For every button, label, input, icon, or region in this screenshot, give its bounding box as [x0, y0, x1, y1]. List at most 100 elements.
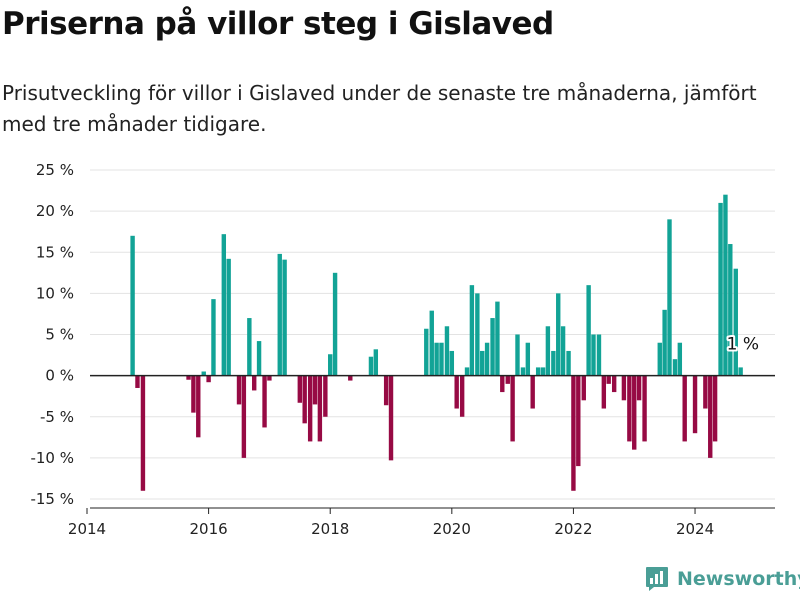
- bar: [500, 375, 505, 393]
- bar: [196, 375, 201, 438]
- x-tick-label: 2024: [676, 520, 714, 538]
- bar: [226, 258, 231, 376]
- bar: [621, 375, 627, 401]
- annotations: 1 %: [725, 332, 761, 356]
- bar: [525, 342, 531, 376]
- bar: [439, 342, 444, 376]
- newsworthy-logo-icon: [646, 567, 668, 591]
- x-tick-label: 2014: [68, 520, 106, 538]
- bar: [480, 350, 485, 376]
- bar: [586, 285, 591, 376]
- bar: [545, 326, 551, 376]
- bar: [733, 268, 738, 376]
- bar: [611, 375, 617, 393]
- y-tick-label: 25 %: [36, 161, 74, 179]
- last-value-label: 1 %: [727, 334, 759, 354]
- bar: [520, 367, 526, 376]
- bar: [718, 202, 723, 376]
- x-tick-label: 2022: [554, 520, 592, 538]
- bar: [262, 375, 267, 428]
- x-tick-label: 2018: [311, 520, 349, 538]
- bar: [424, 328, 429, 376]
- bar: [317, 375, 323, 442]
- bar: [221, 234, 227, 376]
- bar: [256, 341, 262, 376]
- bar: [332, 272, 338, 376]
- brand-name: Newsworthy: [677, 568, 800, 590]
- bar: [632, 375, 637, 450]
- y-tick-label: 15 %: [36, 243, 74, 261]
- bar: [708, 375, 713, 458]
- bar: [140, 375, 146, 491]
- bar: [469, 285, 475, 376]
- bar: [484, 342, 490, 376]
- bar: [383, 375, 389, 406]
- chart-subtitle: Prisutveckling för villor i Gislaved und…: [2, 81, 757, 136]
- bar: [723, 194, 728, 376]
- bar: [515, 334, 520, 376]
- bar: [505, 375, 510, 384]
- bar: [601, 375, 607, 409]
- brand-logo: Newsworthy: [645, 566, 800, 592]
- bar: [728, 244, 733, 376]
- bar: [667, 219, 672, 376]
- bar: [267, 375, 272, 381]
- bar: [591, 334, 596, 376]
- bar: [475, 293, 480, 376]
- bar: [323, 375, 328, 417]
- bar: [328, 354, 333, 376]
- bar: [464, 367, 470, 376]
- bars: [130, 194, 743, 491]
- y-axis-ticks: 25 % 20 % 15 % 10 % 5 % 0 % -5 % -10 % -15 %: [30, 161, 74, 508]
- bar: [388, 375, 394, 461]
- bar: [636, 375, 642, 401]
- bar: [191, 375, 196, 413]
- bar: [606, 375, 611, 384]
- x-tick-label: 2020: [433, 520, 471, 538]
- y-tick-label: -5 %: [40, 408, 74, 426]
- bar: [530, 375, 535, 409]
- bar: [556, 293, 561, 376]
- bar: [348, 375, 353, 381]
- bar: [510, 375, 515, 442]
- y-tick-label: 0 %: [45, 367, 74, 385]
- bar: [551, 350, 556, 376]
- y-tick-label: 5 %: [45, 326, 74, 344]
- y-tick-label: -10 %: [30, 449, 74, 467]
- bar: [596, 334, 602, 376]
- axes: [90, 374, 775, 509]
- bar: [282, 259, 287, 376]
- bar: [459, 375, 465, 417]
- bar: [247, 318, 252, 376]
- bar: [211, 299, 216, 376]
- bar: [682, 375, 687, 442]
- bar: [373, 349, 379, 376]
- bar: [130, 235, 135, 376]
- bar: [368, 356, 374, 376]
- bar: [576, 375, 581, 467]
- x-axis-ticks: 2014 2016 2018 2020 2022 2024: [68, 508, 714, 538]
- bar: [302, 375, 307, 424]
- bar: [540, 367, 546, 376]
- bar: [236, 375, 242, 405]
- bar: [241, 375, 247, 458]
- bar: [692, 375, 698, 434]
- bar: [444, 326, 450, 376]
- bar: [627, 375, 632, 442]
- bar: [662, 309, 667, 376]
- bar: [252, 375, 257, 391]
- bar: [738, 367, 743, 376]
- bar: [642, 375, 647, 442]
- bar: [672, 359, 678, 376]
- bar: [495, 301, 500, 376]
- bar: [657, 342, 662, 376]
- bar: [677, 342, 683, 376]
- bar: [449, 350, 455, 376]
- bar: [297, 375, 303, 403]
- bar: [454, 375, 459, 409]
- x-tick-label: 2016: [190, 520, 228, 538]
- bar: [135, 375, 140, 388]
- bar: [201, 371, 206, 376]
- bar: [703, 375, 708, 409]
